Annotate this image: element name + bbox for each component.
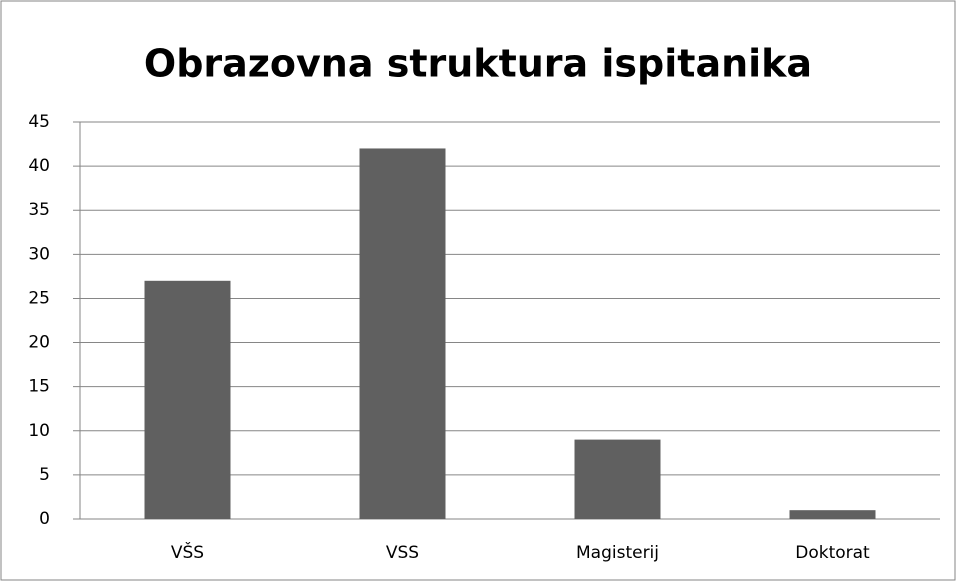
y-tick-label: 10 <box>28 421 50 441</box>
chart-title: Obrazovna struktura ispitanika <box>144 42 812 86</box>
y-tick-label: 0 <box>39 509 50 529</box>
bar <box>789 510 876 519</box>
x-tick-label: VŠS <box>171 541 204 563</box>
y-tick-label: 15 <box>28 377 50 397</box>
y-tick-label: 30 <box>28 244 50 264</box>
y-tick-label: 5 <box>39 465 50 485</box>
y-tick-label: 25 <box>28 288 50 308</box>
bar <box>359 148 446 519</box>
x-tick-label: Doktorat <box>795 543 870 563</box>
y-tick-label: 40 <box>28 156 50 176</box>
x-tick-label: Magisterij <box>576 543 659 563</box>
y-tick-label: 45 <box>28 112 50 132</box>
bar <box>574 439 661 519</box>
x-tick-label: VSS <box>386 543 419 563</box>
y-tick-label: 20 <box>28 333 50 353</box>
bar <box>144 280 231 519</box>
y-tick-label: 35 <box>28 200 50 220</box>
